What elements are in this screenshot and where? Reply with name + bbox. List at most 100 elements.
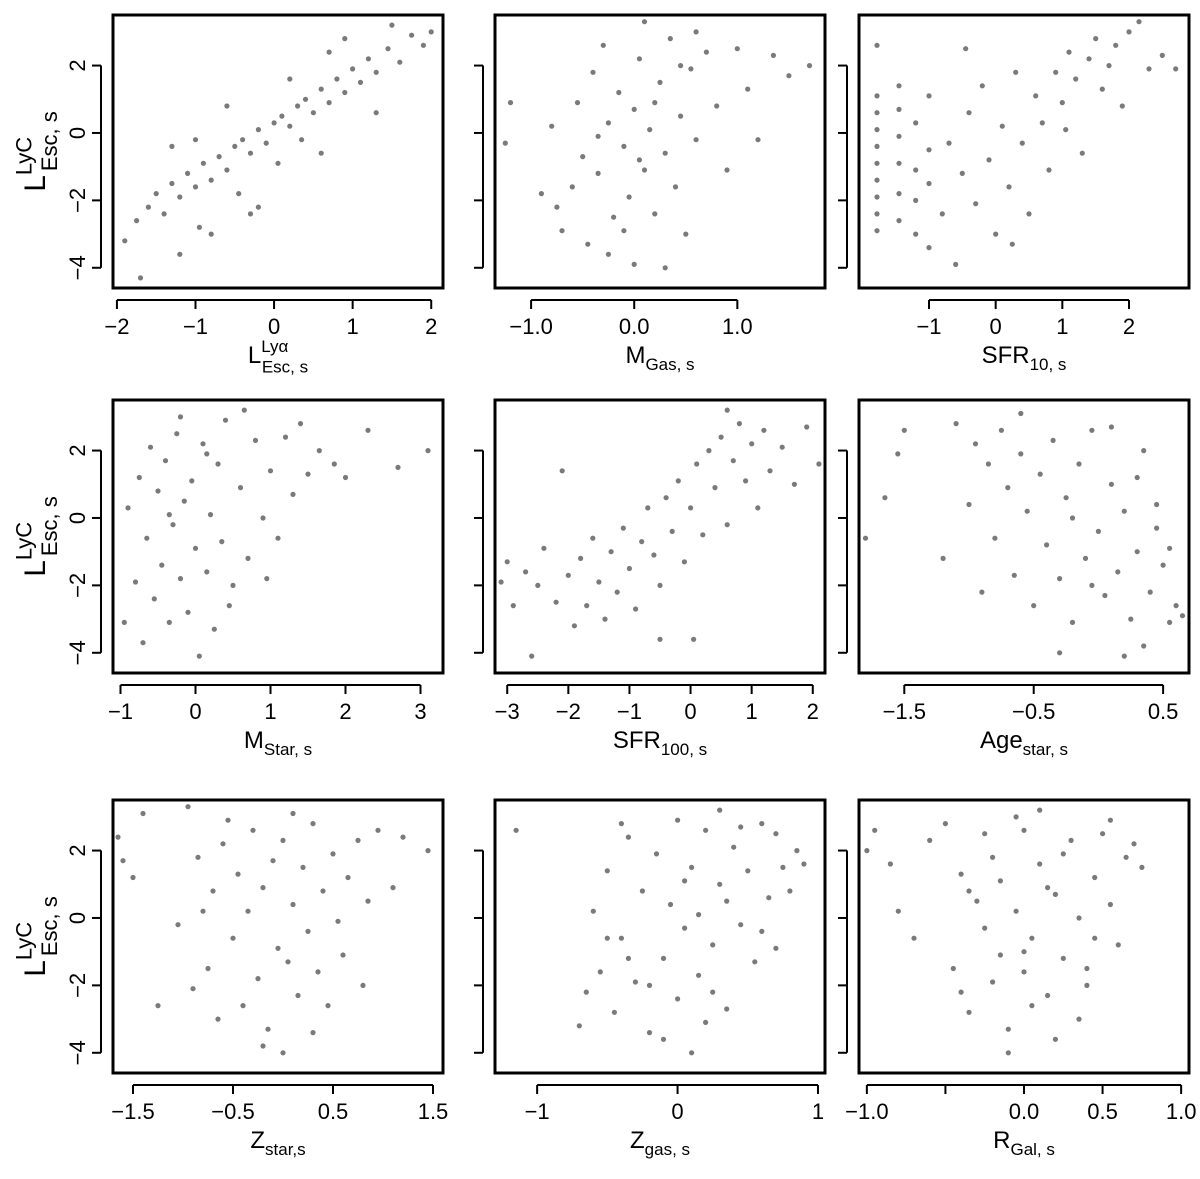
data-point bbox=[498, 579, 504, 585]
data-point bbox=[192, 184, 199, 190]
data-point bbox=[646, 982, 653, 989]
data-point bbox=[170, 522, 176, 528]
data-point bbox=[559, 468, 565, 474]
data-point bbox=[1068, 837, 1074, 844]
data-point bbox=[267, 468, 274, 474]
data-point bbox=[1134, 474, 1140, 481]
data-point bbox=[696, 912, 702, 918]
data-point bbox=[738, 824, 744, 830]
data-point bbox=[724, 898, 730, 904]
data-point bbox=[166, 511, 172, 518]
data-point bbox=[192, 137, 199, 143]
data-point bbox=[973, 201, 979, 207]
data-point bbox=[724, 1006, 730, 1012]
data-point bbox=[913, 231, 919, 237]
data-point bbox=[641, 19, 648, 25]
data-point bbox=[397, 59, 403, 65]
data-point bbox=[275, 535, 281, 541]
data-point bbox=[693, 137, 699, 143]
x-tick-label: 2 bbox=[425, 314, 437, 339]
y-tick-label: −2 bbox=[65, 973, 90, 998]
data-point bbox=[985, 461, 992, 467]
data-point bbox=[211, 626, 217, 632]
data-point bbox=[997, 878, 1004, 884]
data-point bbox=[1046, 167, 1052, 173]
data-point bbox=[998, 427, 1005, 433]
data-point bbox=[115, 834, 121, 840]
data-point bbox=[1100, 831, 1106, 837]
data-point bbox=[166, 619, 172, 626]
panel-b: −1.0 0.0 1.0 MGas, s bbox=[474, 13, 827, 374]
x-axis-label: MStar, s bbox=[244, 727, 312, 759]
x-tick-label: 1 bbox=[812, 1099, 824, 1124]
data-point bbox=[375, 827, 381, 833]
data-point bbox=[689, 1050, 695, 1056]
y-axis-label: LLyCEsc, s bbox=[12, 496, 63, 577]
data-point bbox=[940, 555, 946, 562]
data-point bbox=[1082, 555, 1089, 562]
data-point bbox=[966, 501, 972, 508]
data-point bbox=[326, 49, 332, 55]
data-point bbox=[621, 228, 627, 234]
data-point bbox=[596, 579, 602, 585]
data-point bbox=[297, 421, 304, 427]
data-point bbox=[1131, 841, 1137, 847]
data-point bbox=[122, 238, 128, 244]
y-tick-label: 2 bbox=[65, 444, 90, 456]
data-point bbox=[121, 619, 127, 626]
data-point bbox=[997, 952, 1004, 958]
data-point bbox=[162, 458, 169, 464]
data-point bbox=[155, 1003, 161, 1009]
data-point bbox=[125, 505, 131, 511]
data-point bbox=[365, 56, 371, 62]
data-point bbox=[779, 444, 785, 450]
data-point bbox=[305, 928, 311, 935]
data-point bbox=[1059, 100, 1065, 106]
x-axis-label: Zgas, s bbox=[630, 1127, 690, 1159]
data-point bbox=[683, 231, 689, 237]
data-point bbox=[926, 245, 932, 251]
data-point bbox=[252, 437, 259, 443]
data-point bbox=[675, 817, 681, 823]
x-tick-label: 0.0 bbox=[1009, 1099, 1040, 1124]
data-point bbox=[618, 821, 625, 827]
data-point bbox=[657, 582, 663, 589]
data-point bbox=[300, 864, 306, 871]
x-tick-label: 2 bbox=[339, 699, 351, 724]
data-point bbox=[134, 218, 140, 224]
data-point bbox=[1092, 874, 1098, 881]
data-point bbox=[874, 228, 880, 234]
data-point bbox=[710, 942, 716, 948]
data-point bbox=[874, 110, 880, 116]
x-tick-label: 1 bbox=[746, 699, 758, 724]
data-point bbox=[963, 46, 969, 52]
data-point bbox=[766, 895, 772, 901]
data-point bbox=[255, 976, 261, 982]
data-point bbox=[874, 42, 880, 48]
data-point bbox=[731, 844, 737, 850]
data-point bbox=[755, 505, 761, 511]
data-point bbox=[691, 636, 697, 642]
data-point bbox=[992, 535, 998, 541]
data-point bbox=[862, 535, 869, 541]
data-point bbox=[682, 925, 688, 931]
data-point bbox=[510, 603, 516, 609]
data-point bbox=[786, 73, 792, 79]
data-point bbox=[282, 434, 289, 440]
data-point bbox=[155, 488, 161, 494]
data-point bbox=[255, 204, 261, 210]
data-point bbox=[874, 93, 880, 99]
x-tick-label: −0.5 bbox=[211, 1099, 254, 1124]
data-point bbox=[734, 46, 740, 52]
plot-frame bbox=[493, 798, 827, 1075]
data-point bbox=[235, 871, 241, 877]
data-point bbox=[675, 996, 681, 1002]
data-point bbox=[151, 596, 157, 602]
data-point bbox=[662, 265, 668, 271]
data-point bbox=[130, 874, 136, 881]
data-point bbox=[1113, 42, 1119, 48]
data-point bbox=[373, 69, 379, 75]
data-point bbox=[177, 251, 183, 257]
data-point bbox=[549, 123, 555, 129]
x-tick-label: 2 bbox=[807, 699, 819, 724]
